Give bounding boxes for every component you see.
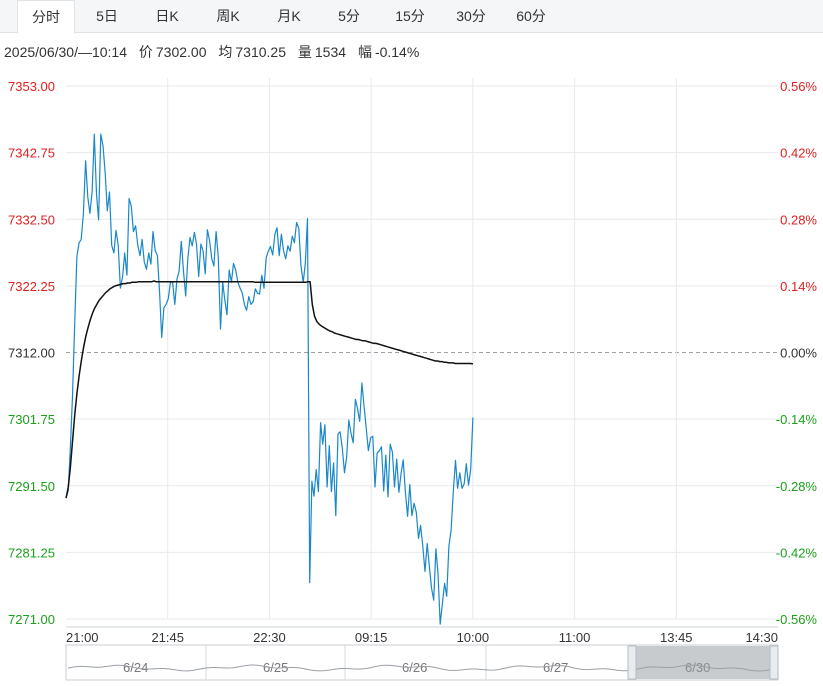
- quote-info-bar: 2025/06/30/—10:14 价 7302.00 均 7310.25 量 153…: [4, 42, 427, 62]
- pct-tick-label: -0.14%: [776, 412, 818, 427]
- average-line: [65, 280, 474, 499]
- pct-tick-label: -0.56%: [776, 612, 818, 627]
- chart-lines: [65, 133, 474, 625]
- y-tick-label: 7312.00: [8, 346, 55, 361]
- volume-value: 1534: [314, 44, 347, 60]
- volume-label: 量: [297, 44, 312, 60]
- navigator-selection[interactable]: [628, 646, 770, 679]
- y-tick-label: 7271.00: [8, 612, 55, 627]
- change-label: 幅: [357, 44, 372, 60]
- pct-tick-label: 0.14%: [780, 279, 817, 294]
- pct-tick-label: 0.56%: [780, 79, 817, 94]
- y-tick-label: 7353.00: [8, 79, 55, 94]
- x-tick-label: 21:45: [151, 630, 184, 645]
- price-axis: 7353.00 7342.75 7332.50 7322.25 7312.00 7301.…: [8, 79, 55, 627]
- x-tick-label: 10:00: [457, 630, 490, 645]
- pct-tick-label: 0.00%: [780, 346, 817, 361]
- price-value: 7302.00: [155, 44, 207, 60]
- x-tick-label: 11:00: [559, 630, 591, 645]
- tab-5day[interactable]: 5日: [96, 8, 118, 24]
- time-axis: 21:00 21:45 22:30 09:15 10:00 11:00 13:45 14:30: [66, 630, 778, 645]
- y-tick-label: 7281.25: [8, 545, 55, 560]
- x-tick-label: 13:45: [660, 630, 693, 645]
- percent-axis: 0.56% 0.42% 0.28% 0.14% 0.00% -0.14% -0.28% -0.…: [776, 79, 818, 627]
- chart-grid: [66, 78, 778, 628]
- avg-value: 7310.25: [235, 44, 286, 60]
- pct-tick-label: -0.28%: [776, 479, 818, 494]
- x-tick-label: 21:00: [66, 630, 99, 645]
- navigator-handle-right[interactable]: [769, 645, 779, 680]
- avg-label: 均: [218, 44, 233, 60]
- navigator-handle-left[interactable]: [627, 645, 637, 680]
- pct-tick-label: -0.42%: [776, 545, 818, 560]
- pct-tick-label: 0.42%: [780, 146, 817, 161]
- y-tick-label: 7332.50: [8, 212, 55, 227]
- tab-15min[interactable]: 15分: [395, 8, 425, 24]
- price-label: 价: [138, 44, 153, 60]
- x-tick-label: 09:15: [355, 630, 388, 645]
- x-tick-label: 22:30: [253, 630, 286, 645]
- tab-30min[interactable]: 30分: [456, 8, 486, 24]
- y-tick-label: 7291.50: [8, 479, 55, 494]
- tab-weekly-k[interactable]: 周K: [216, 8, 240, 24]
- pct-tick-label: 0.28%: [780, 212, 817, 227]
- tab-timeshare[interactable]: 分时: [17, 0, 75, 34]
- tab-60min[interactable]: 60分: [516, 8, 546, 24]
- change-value: -0.14%: [374, 44, 420, 60]
- y-tick-label: 7322.25: [8, 279, 55, 294]
- period-tabs: 分时 5日 日K 周K 月K 5分 15分 30分 60分: [0, 0, 823, 34]
- y-tick-label: 7342.75: [8, 146, 55, 161]
- y-tick-label: 7301.75: [8, 412, 55, 427]
- x-tick-label: 14:30: [745, 630, 778, 645]
- quote-datetime: 2025/06/30/—10:14: [4, 44, 127, 60]
- navigator-date: 6/26: [402, 660, 427, 675]
- tab-daily-k[interactable]: 日K: [155, 8, 179, 24]
- range-navigator[interactable]: 6/246/256/266/276/30: [65, 644, 779, 681]
- tab-monthly-k[interactable]: 月K: [277, 8, 301, 24]
- price-line: [65, 133, 474, 625]
- tab-5min[interactable]: 5分: [338, 8, 360, 24]
- navigator-date: 6/27: [543, 660, 568, 675]
